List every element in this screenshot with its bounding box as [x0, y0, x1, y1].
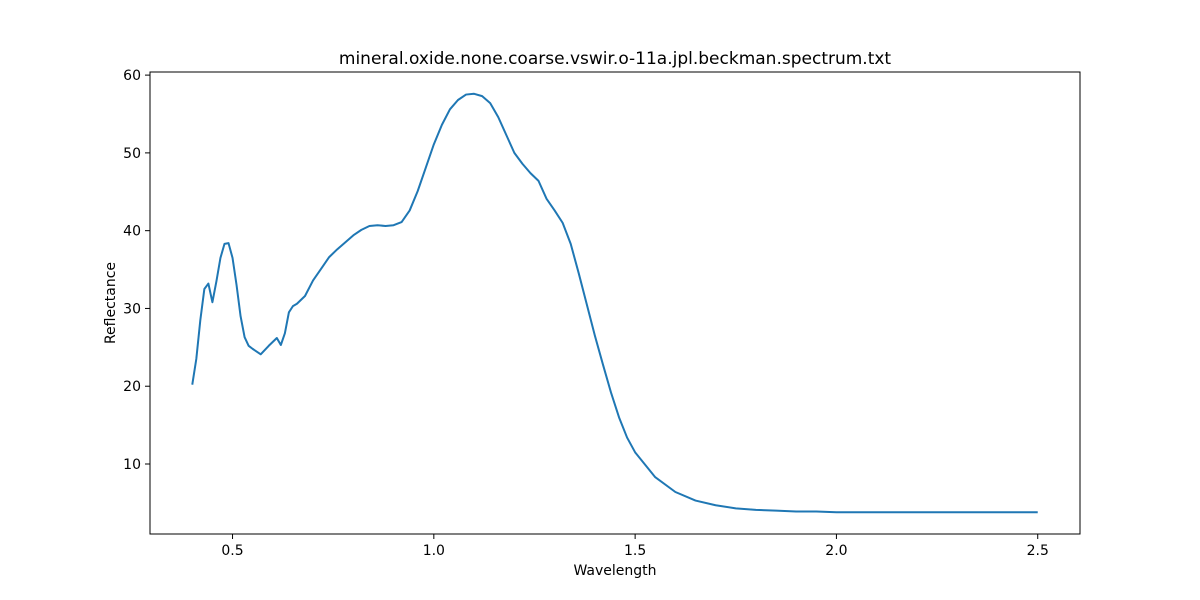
y-tick-label: 40 — [123, 224, 141, 240]
y-axis-ticks: 10 20 30 40 50 60 — [123, 68, 150, 473]
x-tick-label: 2.0 — [825, 543, 847, 559]
y-axis-label: Reflectance — [103, 262, 119, 344]
chart-title: mineral.oxide.none.coarse.vswir.o-11a.jp… — [339, 49, 892, 69]
x-tick-label: 1.5 — [624, 543, 646, 559]
y-tick-label: 20 — [123, 379, 141, 395]
x-tick-label: 0.5 — [221, 543, 243, 559]
y-tick-label: 30 — [123, 301, 141, 317]
x-tick-label: 2.5 — [1027, 543, 1049, 559]
plot-frame — [149, 71, 1081, 535]
y-tick-label: 10 — [123, 457, 141, 473]
y-tick-label: 50 — [123, 146, 141, 162]
x-tick-label: 1.0 — [423, 543, 445, 559]
y-tick-label: 60 — [123, 68, 141, 84]
x-axis-label: Wavelength — [573, 563, 656, 579]
series-line-0 — [191, 92, 1038, 514]
x-axis-ticks: 0.5 1.0 1.5 2.0 2.5 — [221, 534, 1049, 559]
plot-area — [191, 92, 1038, 514]
